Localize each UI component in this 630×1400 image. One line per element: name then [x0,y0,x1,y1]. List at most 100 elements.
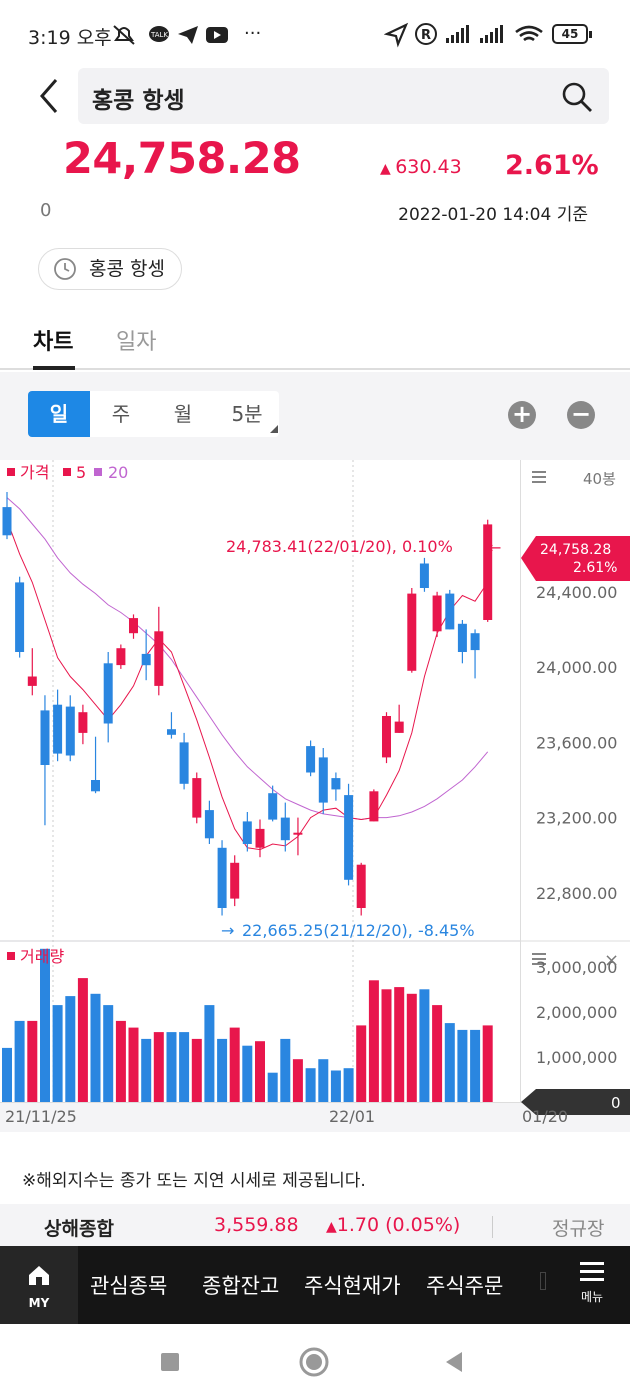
ticker-divider [492,1216,493,1238]
location-icon [384,22,409,48]
volume-bar [318,1059,329,1102]
nav-watchlist[interactable]: 관심종목 [90,1274,168,1298]
candle-body [78,712,88,733]
nav-balance[interactable]: 종합잔고 [202,1274,280,1298]
period-month[interactable]: 월 [173,402,193,426]
wifi-icon [515,25,543,42]
candle-body [204,810,214,839]
xaxis-label-jan: 22/01 [329,1107,375,1126]
volume-bar [305,1068,316,1102]
price-axis-labels: 24,400.00 24,000.00 23,600.00 23,200.00 22,8… [536,583,617,903]
ticker-change: ▲1.70 (0.05%) [326,1214,460,1236]
price-tick-label: 22,800.00 [536,884,617,903]
candle-body [53,704,63,754]
volume-bar [2,1047,12,1102]
price-tick-label: 23,600.00 [536,733,617,752]
back-button-icon[interactable] [442,1350,466,1374]
period-day[interactable]: 일 [28,391,90,437]
tab-daily[interactable]: 일자 [116,330,157,355]
high-arrow-icon: ← [488,538,501,557]
home-icon [29,1266,49,1285]
volume-bar [457,1029,468,1102]
candle-body [141,653,151,666]
nav-menu[interactable]: 메뉴 [566,1260,618,1305]
battery-indicator: 45 [552,24,592,44]
signal-icon-1 [446,25,469,43]
chart-menu-icon[interactable] [532,471,546,483]
svg-text:TALK: TALK [150,31,168,39]
volume-bars [2,948,493,1102]
active-tab-indicator [33,366,75,370]
content-tabs: 차트 일자 [0,312,630,370]
candle-body [369,791,379,822]
nav-order[interactable]: 주식주문 [426,1274,504,1298]
price-tick-label: 24,400.00 [536,583,617,602]
mute-bell-icon [113,25,135,45]
volume-bar [90,993,101,1102]
period-5min[interactable]: 5분 [231,402,263,426]
volume-bar [141,1038,152,1102]
candle-body [432,595,442,632]
volume-bar [14,1020,25,1102]
volume-bar [27,1020,38,1102]
up-triangle-icon: ▲ [326,1219,337,1235]
volume-bar [115,1020,126,1102]
candle-body [179,742,189,784]
tab-chart[interactable]: 차트 [33,330,74,355]
svg-text:R: R [421,28,431,43]
candle-body [40,710,50,765]
chip-label: 홍콩 항셍 [89,258,165,280]
youtube-icon [206,27,228,43]
candle-body [192,778,202,818]
clock-icon [54,258,76,280]
nav-my[interactable]: MY [0,1246,78,1324]
candle-body [268,793,278,820]
volume-bar [406,993,417,1102]
price-chart[interactable]: 24,400.00 24,000.00 23,600.00 23,200.00 22,8… [0,460,630,1132]
signal-icon-2 [480,25,503,43]
price-plot-bg [0,460,520,940]
zoom-out-button[interactable]: − [567,401,595,429]
candle-body [167,729,176,735]
candle-body [306,746,316,773]
candle-body [419,563,429,588]
candle-body [470,633,480,651]
home-button-icon[interactable] [298,1346,330,1378]
registered-icon: R [415,23,437,45]
volume-close-icon[interactable]: × [604,950,619,971]
legend-volume-swatch [7,952,15,960]
volume-bar [470,1029,481,1102]
volume-menu-icon[interactable] [532,953,546,965]
candle-body [407,593,417,671]
volume-bar [204,1005,215,1102]
volume-bar [482,1025,493,1102]
volume-bar [292,1059,303,1102]
volume-tick-label: 3,000,000 [536,958,617,977]
candle-body [356,864,366,908]
candle-body [255,828,265,848]
ticker-row[interactable]: 상해종합 3,559.88 ▲1.70 (0.05%) 정규장 [0,1204,630,1248]
volume-current-value: 0 [611,1094,621,1112]
nav-overflow-hint [540,1272,546,1290]
search-icon[interactable] [560,80,594,114]
status-time: 3:19 오후 [28,27,112,49]
period-week[interactable]: 주 [111,402,131,426]
volume-bar [77,978,88,1102]
index-chip[interactable]: 홍콩 항셍 [38,248,182,290]
candle-body [129,618,138,634]
volume-tick-label: 2,000,000 [536,1003,617,1022]
candle-body [382,716,391,758]
volume-bar [343,1068,354,1102]
nav-current-price[interactable]: 주식현재가 [304,1274,401,1298]
candle-body [318,757,328,803]
price-change-value: 630.43 [395,156,462,178]
candle-count[interactable]: 40봉 [583,470,616,488]
candle-body [217,847,227,908]
back-arrow-icon[interactable] [30,76,70,116]
zoom-in-button[interactable]: + [508,401,536,429]
volume-value: 0 [40,200,52,221]
recent-apps-icon[interactable] [160,1352,180,1372]
candle-body [344,795,354,880]
search-bar[interactable]: 홍콩 항셍 [78,68,609,124]
low-annotation: 22,665.25(21/12/20), -8.45% [242,921,475,940]
